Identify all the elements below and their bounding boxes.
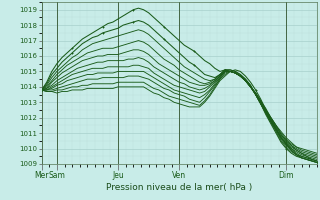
X-axis label: Pression niveau de la mer( hPa ): Pression niveau de la mer( hPa ) [106,183,252,192]
